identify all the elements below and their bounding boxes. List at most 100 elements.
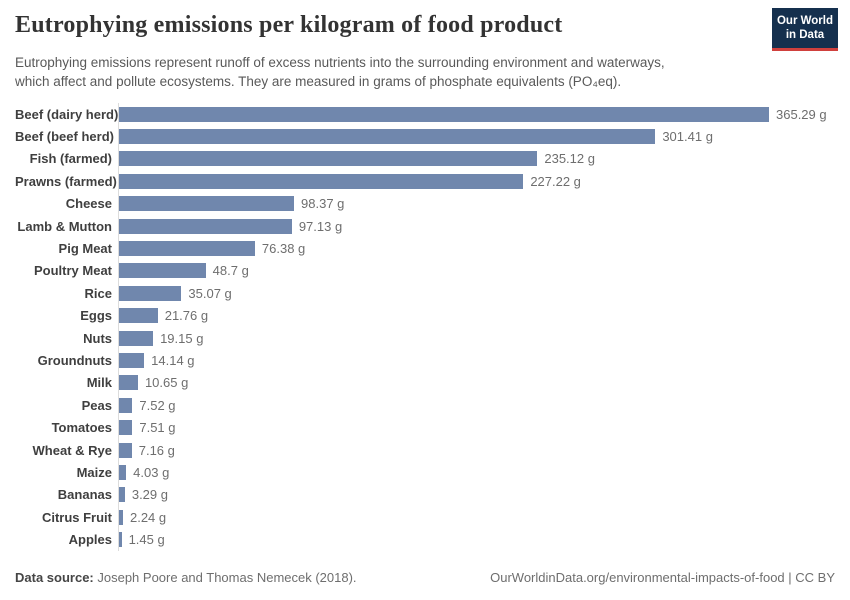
page-title: Eutrophying emissions per kilogram of fo… [15,12,563,38]
bar-track: 7.51 g [118,416,850,439]
bar-row[interactable]: Lamb & Mutton 97.13 g [15,214,850,238]
bar-category-label: Apples [68,532,112,548]
bar-row[interactable]: Groundnuts 14.14 g [15,349,850,372]
bar-category-label: Rice [84,285,112,301]
bar[interactable] [119,263,206,279]
bar[interactable] [119,285,182,301]
bar-category-label: Wheat & Rye [32,442,112,458]
bar-row[interactable]: Apples 1.45 g [15,528,850,551]
bar[interactable] [119,241,255,257]
bar-value-label: 35.07 g [188,285,232,301]
bar-row[interactable]: Milk 10.65 g [15,371,850,395]
bar[interactable] [119,173,524,189]
bar-chart: Beef (dairy herd) 365.29 g Beef (beef herd… [15,103,850,551]
bar[interactable] [119,532,122,548]
bar-category-label: Beef (beef herd) [15,129,114,145]
chart-footer: Data source: Joseph Poore and Thomas Nem… [15,570,835,585]
bar-track: 21.76 g [118,304,850,327]
bar[interactable] [119,464,127,480]
bar-row[interactable]: Tomatoes 7.51 g [15,416,850,439]
bar-value-label: 48.7 g [212,263,249,279]
bar[interactable] [119,129,656,145]
bar-row[interactable]: Citrus Fruit 2.24 g [15,506,850,529]
bar[interactable] [119,487,125,503]
bar-track: 97.13 g [118,214,850,238]
bar-track: 235.12 g [118,147,850,171]
bar-track: 301.41 g [118,125,850,148]
bar-row[interactable]: Wheat & Rye 7.16 g [15,438,850,462]
bar-row[interactable]: Maize 4.03 g [15,461,850,484]
bar-category-label: Milk [86,375,112,391]
bar[interactable] [119,375,138,391]
bar-category-label: Bananas [57,487,112,503]
owid-logo-line1: Our World [776,15,833,27]
bar[interactable] [119,442,132,458]
bar-track: 76.38 g [118,237,850,260]
bar-category-label: Eggs [80,308,112,324]
bar-category-label: Pig Meat [58,241,112,257]
bar-track: 10.65 g [118,371,850,395]
bar-track: 35.07 g [118,282,850,305]
bar-row[interactable]: Pig Meat 76.38 g [15,237,850,260]
bar-value-label: 4.03 g [133,464,170,480]
bar[interactable] [119,509,123,525]
bar-value-label: 235.12 g [544,151,595,167]
bar[interactable] [119,308,158,324]
bar-value-label: 14.14 g [151,352,195,368]
bar-category-label: Lamb & Mutton [17,218,112,234]
bar-category-label: Citrus Fruit [41,509,112,525]
bar-row[interactable]: Rice 35.07 g [15,282,850,305]
bar-row[interactable]: Bananas 3.29 g [15,483,850,507]
bar-category-label: Beef (dairy herd) [15,106,119,122]
bar-value-label: 2.24 g [129,509,167,525]
bar[interactable] [119,196,295,212]
data-source-label: Data source: [15,570,94,585]
bar-value-label: 19.15 g [160,330,204,346]
owid-logo-line2: in Data [785,28,825,41]
bar-category-label: Groundnuts [37,352,112,368]
bar-row[interactable]: Beef (beef herd) 301.41 g [15,125,850,148]
bar-row[interactable]: Eggs 21.76 g [15,304,850,327]
bar[interactable] [119,397,133,413]
bar-track: 19.15 g [118,326,850,350]
subtitle-line-2: which affect and pollute ecosystems. The… [15,74,622,89]
bar-value-label: 76.38 g [261,241,306,257]
bar-track: 4.03 g [118,461,850,484]
bar-category-label: Tomatoes [51,420,112,436]
chart-subtitle: Eutrophying emissions represent runoff o… [15,53,835,91]
bar-category-label: Fish (farmed) [29,151,112,167]
bar-track: 98.37 g [118,192,850,215]
bar-row[interactable]: Nuts 19.15 g [15,326,850,350]
bar-row[interactable]: Beef (dairy herd) 365.29 g [15,103,850,126]
bar-category-label: Poultry Meat [33,263,112,279]
bar[interactable] [119,106,769,122]
bar-value-label: 7.16 g [138,442,175,458]
bar-row[interactable]: Fish (farmed) 235.12 g [15,147,850,171]
bar-row[interactable]: Prawns (farmed) 227.22 g [15,170,850,193]
bar-value-label: 301.41 g [662,129,713,145]
chart-header: Eutrophying emissions per kilogram of fo… [15,12,835,91]
bar-category-label: Peas [81,397,112,413]
bar[interactable] [119,330,154,346]
bar-category-label: Nuts [83,330,112,346]
bar-value-label: 10.65 g [144,375,189,391]
bar[interactable] [119,420,133,436]
bar-category-label: Prawns (farmed) [15,173,117,189]
bar[interactable] [119,352,145,368]
bar-row[interactable]: Poultry Meat 48.7 g [15,259,850,283]
bar[interactable] [119,218,292,234]
bar-row[interactable]: Cheese 98.37 g [15,192,850,215]
subtitle-line-1: Eutrophying emissions represent runoff o… [15,55,665,70]
bar-row[interactable]: Peas 7.52 g [15,394,850,417]
bar-track: 14.14 g [118,349,850,372]
bar-category-label: Cheese [65,196,112,212]
owid-logo[interactable]: Our World in Data [772,8,838,51]
bar-track: 2.24 g [118,506,850,529]
bar-value-label: 3.29 g [131,487,168,503]
bar-value-label: 97.13 g [298,218,343,234]
bar-value-label: 365.29 g [776,106,827,122]
bar[interactable] [119,151,538,167]
owid-url[interactable]: OurWorldinData.org/environmental-impacts… [490,570,835,585]
bar-track: 48.7 g [118,259,850,283]
bar-value-label: 7.51 g [139,420,176,436]
